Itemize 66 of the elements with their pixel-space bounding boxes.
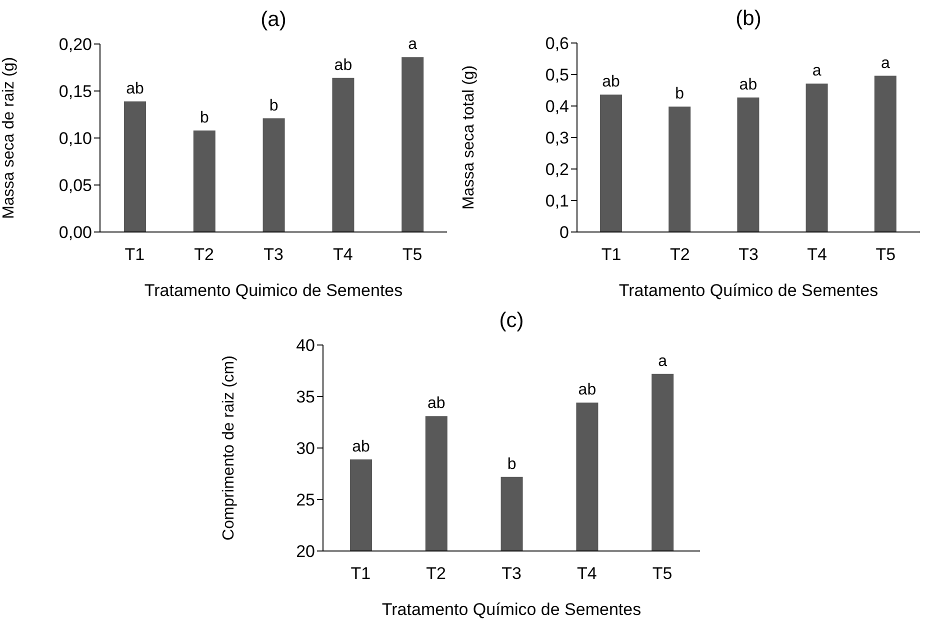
x-tick-label: T4 (807, 245, 828, 264)
x-axis-title: Tratamento Químico de Sementes (382, 600, 642, 619)
y-tick-label: 20 (296, 542, 315, 562)
x-axis-title: Tratamento Quimico de Sementes (144, 281, 403, 300)
y-axis-title: Massa seca de raiz (g) (0, 57, 18, 219)
x-tick-label: T2 (670, 245, 690, 264)
y-tick-label: 25 (296, 490, 315, 510)
bar (124, 101, 146, 232)
x-tick-label: T1 (124, 245, 145, 264)
bar (402, 57, 424, 232)
data-label: a (880, 54, 890, 72)
bar (193, 130, 216, 232)
x-tick-label: T2 (426, 564, 446, 584)
bar (806, 84, 828, 232)
data-label: a (408, 36, 418, 54)
bar (262, 118, 285, 232)
x-tick-label: T4 (576, 564, 597, 584)
y-tick-label: 0,5 (545, 66, 569, 85)
x-tick-label: T2 (194, 245, 214, 264)
data-label: ab (428, 395, 446, 412)
data-label: a (812, 62, 822, 80)
y-tick-label: 0 (560, 223, 569, 242)
y-tick-label: 0,00 (58, 223, 92, 242)
chart-title: (c) (498, 309, 525, 333)
y-tick-label: 0,1 (545, 192, 569, 211)
x-axis-title: Tratamento Químico de Sementes (618, 281, 878, 300)
y-tick-label: 0,3 (545, 128, 569, 148)
chart-title: (a) (260, 8, 288, 32)
x-tick-label: T3 (738, 245, 758, 264)
y-tick-label: 40 (296, 336, 315, 356)
x-tick-label: T5 (876, 245, 896, 264)
bar (668, 106, 691, 232)
data-label: b (269, 97, 278, 114)
x-tick-label: T5 (402, 245, 422, 264)
bar (737, 97, 760, 232)
data-label: ab (126, 80, 144, 98)
y-tick-label: 30 (296, 439, 315, 458)
x-tick-label: T1 (350, 564, 371, 584)
y-axis-title: Comprimento de raiz (cm) (220, 356, 238, 540)
data-label: ab (352, 438, 370, 456)
y-tick-label: 0,20 (58, 35, 92, 54)
bar (332, 78, 354, 232)
y-axis-title: Massa seca total (g) (460, 65, 478, 210)
x-tick-label: T3 (502, 564, 522, 584)
data-label: b (200, 109, 209, 126)
y-tick-label: 0,10 (58, 129, 92, 148)
data-label: a (658, 352, 668, 370)
x-tick-label: T5 (652, 564, 672, 584)
x-tick-label: T3 (264, 245, 284, 264)
data-label: b (507, 456, 516, 473)
data-label: ab (602, 74, 620, 91)
bar (600, 94, 622, 232)
y-tick-label: 0,4 (545, 97, 569, 116)
y-tick-label: 0,6 (545, 34, 569, 54)
x-tick-label: T1 (601, 245, 622, 264)
y-tick-label: 35 (296, 388, 315, 407)
x-tick-label: T4 (332, 245, 353, 264)
y-tick-label: 0,15 (58, 82, 92, 102)
data-label: ab (739, 76, 758, 94)
y-tick-label: 0,2 (545, 160, 569, 180)
bar (874, 76, 896, 232)
data-label: ab (334, 56, 352, 74)
y-tick-label: 0,05 (58, 176, 92, 196)
chart-title: (b) (734, 7, 762, 31)
data-label: ab (578, 382, 596, 399)
data-label: b (675, 86, 684, 103)
